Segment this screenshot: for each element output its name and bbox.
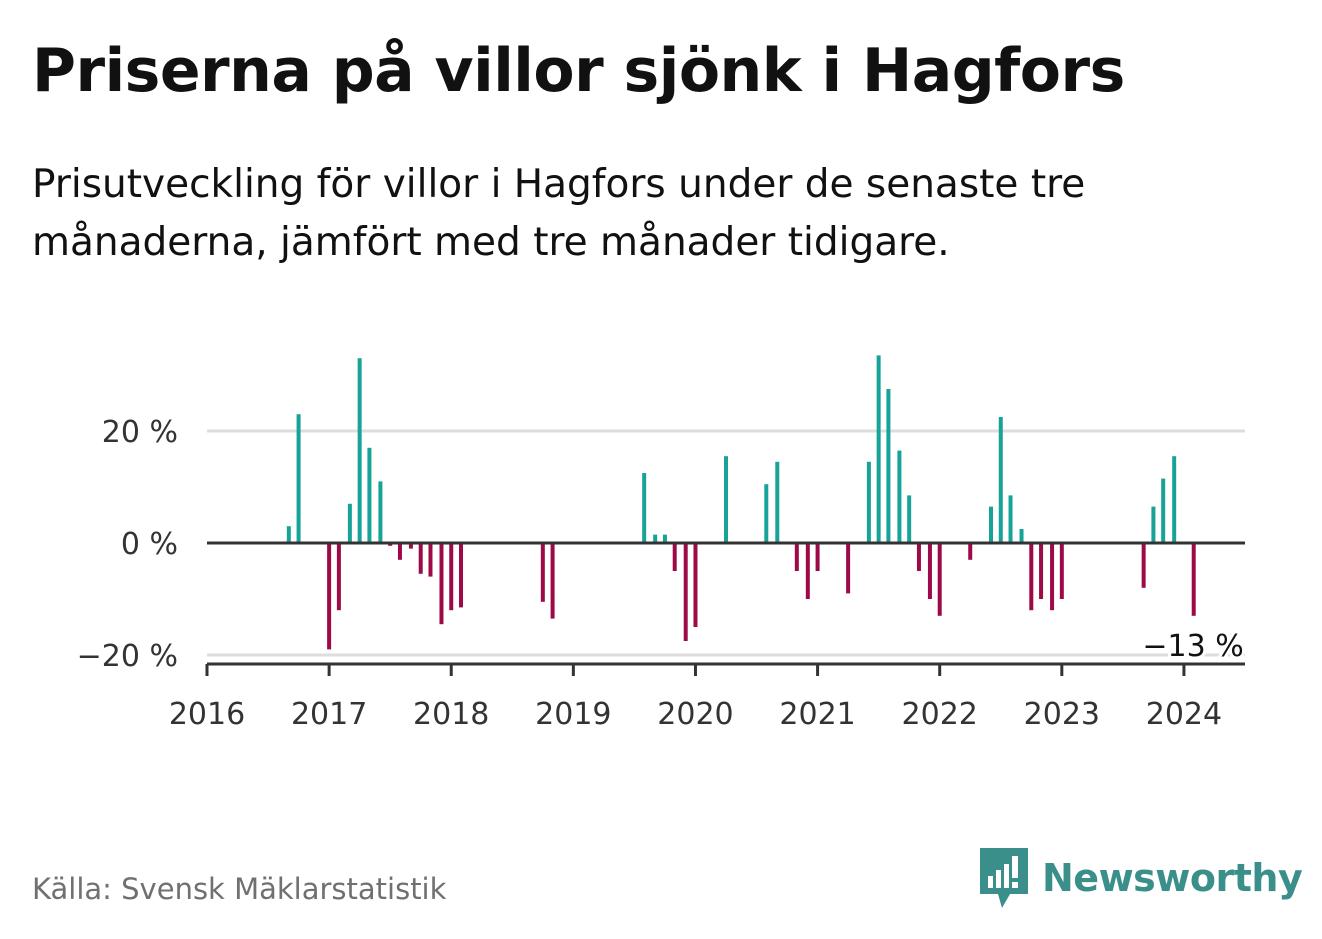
- bar: [876, 355, 881, 543]
- bar: [1172, 456, 1177, 543]
- bar: [540, 543, 545, 602]
- bar: [672, 543, 677, 571]
- bar: [846, 543, 851, 594]
- x-tick-label: 2023: [1024, 697, 1100, 732]
- bar: [886, 389, 891, 543]
- bar: [866, 461, 871, 543]
- y-tick-label: 20 %: [102, 415, 178, 450]
- y-tick-label: −20 %: [77, 639, 178, 674]
- bar: [428, 543, 433, 577]
- x-tick-label: 2017: [291, 697, 367, 732]
- bar: [439, 543, 444, 625]
- last-value-label: −13 %: [1142, 629, 1243, 664]
- bar: [1039, 543, 1044, 599]
- source-credit: Källa: Svensk Mäklarstatistik: [32, 872, 447, 906]
- brand-logo: Newsworthy: [980, 848, 1303, 908]
- x-tick-label: 2024: [1146, 697, 1222, 732]
- bar: [336, 543, 341, 611]
- bar: [662, 534, 667, 543]
- bar: [397, 543, 402, 560]
- chart-subtitle: Prisutveckling för villor i Hagfors unde…: [32, 162, 1086, 265]
- bar: [794, 543, 799, 571]
- bar: [937, 543, 942, 616]
- bar: [327, 543, 332, 650]
- bar: [897, 450, 902, 543]
- bar: [347, 503, 352, 543]
- brand-name: Newsworthy: [1042, 856, 1303, 900]
- x-tick-label: 2021: [779, 697, 855, 732]
- bar: [653, 534, 658, 543]
- bar: [988, 506, 993, 543]
- newsworthy-logo-icon: [980, 848, 1028, 908]
- bar: [408, 543, 413, 549]
- bar: [367, 447, 372, 543]
- bar: [1059, 543, 1064, 599]
- bar: [1029, 543, 1034, 611]
- bar: [1141, 543, 1146, 588]
- bar: [459, 543, 464, 608]
- bar: [927, 543, 932, 599]
- x-tick-label: 2020: [657, 697, 733, 732]
- bar: [449, 543, 454, 611]
- bar: [1008, 495, 1013, 543]
- bar: [1161, 478, 1166, 543]
- bar: [764, 484, 769, 543]
- bar: [286, 526, 291, 543]
- bar: [357, 358, 362, 543]
- bar: [907, 495, 912, 543]
- bar: [642, 473, 647, 543]
- bar: [998, 417, 1003, 543]
- x-tick-label: 2018: [413, 697, 489, 732]
- chart-title: Priserna på villor sjönk i Hagfors: [32, 36, 1125, 106]
- bar: [296, 414, 301, 543]
- bar: [815, 543, 820, 571]
- x-tick-label: 2016: [169, 697, 245, 732]
- bar: [1191, 543, 1196, 616]
- bar: [968, 543, 973, 560]
- bar: [378, 481, 383, 543]
- bar: [418, 543, 423, 574]
- bar: [693, 543, 698, 627]
- bar: [683, 543, 688, 641]
- bar: [1151, 506, 1156, 543]
- bar: [805, 543, 810, 599]
- bar: [724, 456, 728, 543]
- x-tick-label: 2022: [902, 697, 978, 732]
- y-tick-label: 0 %: [121, 527, 178, 562]
- bar: [775, 461, 780, 543]
- x-tick-label: 2019: [535, 697, 611, 732]
- bar: [1050, 543, 1055, 611]
- bar: [916, 543, 921, 571]
- bar: [550, 543, 555, 619]
- bar: [1019, 529, 1024, 543]
